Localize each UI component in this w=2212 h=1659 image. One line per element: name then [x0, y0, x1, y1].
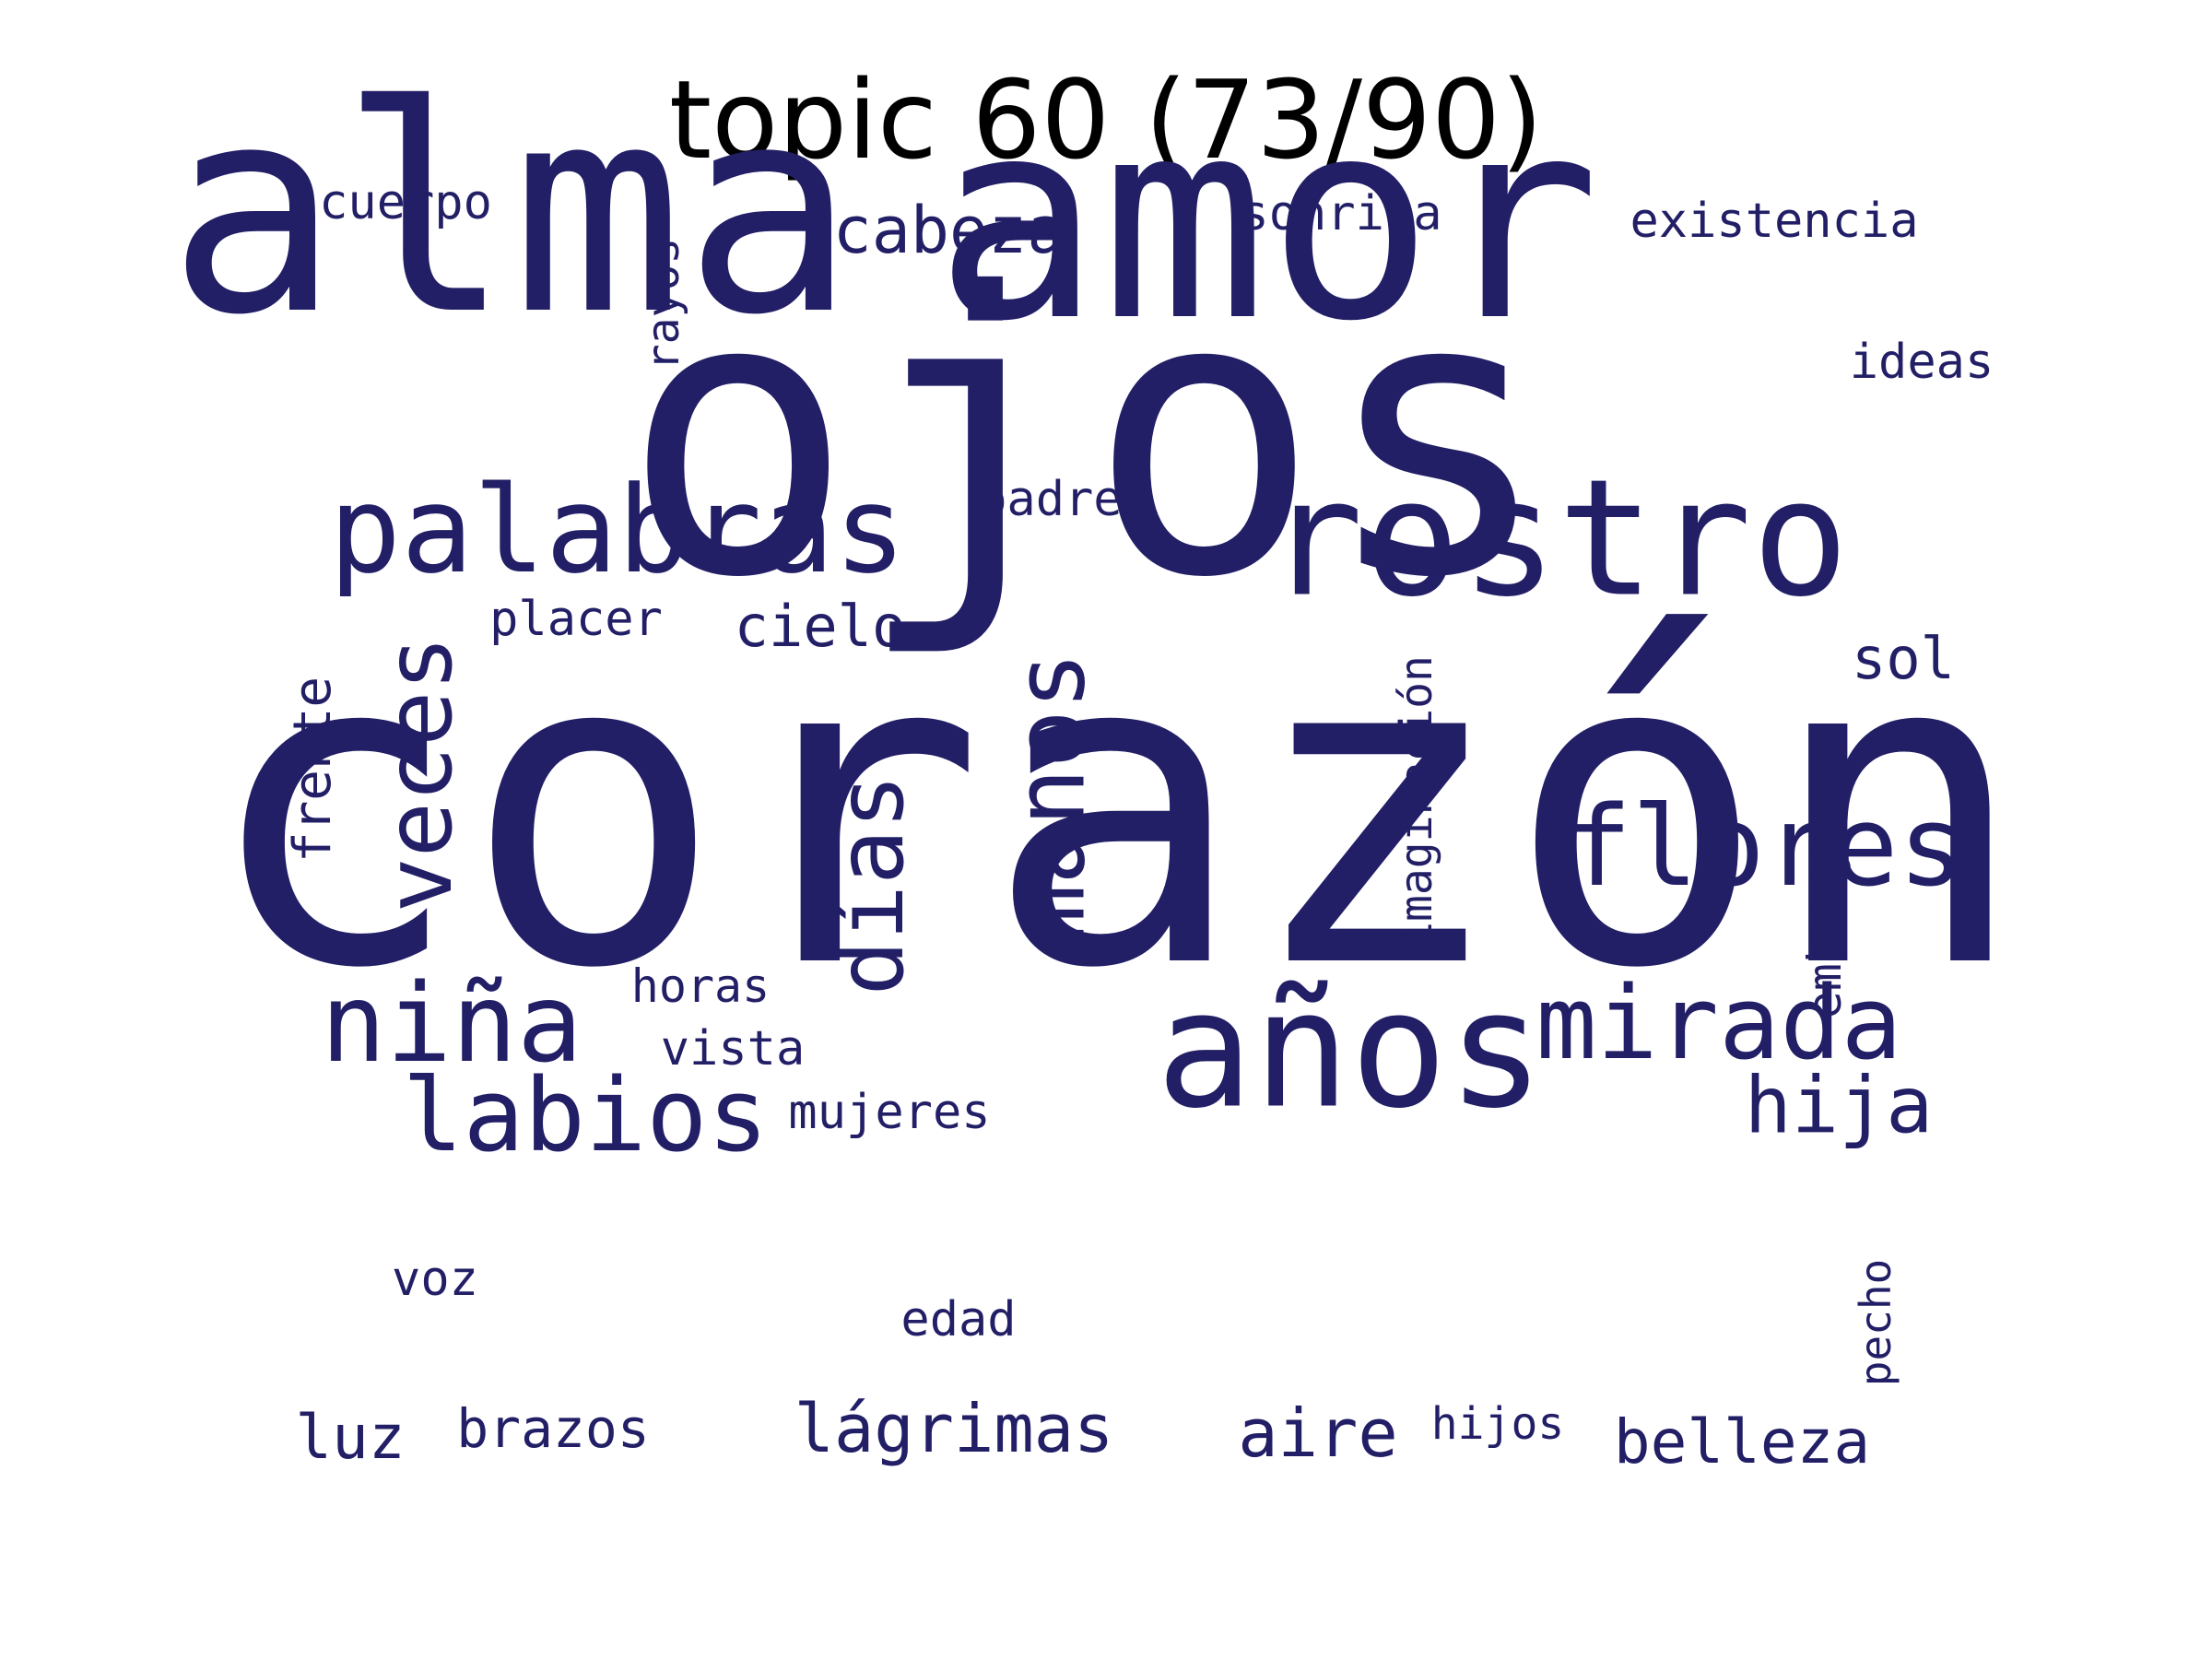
- word-sonrisa: sonrisa: [1240, 186, 1442, 241]
- word-cuerpo: cuerpo: [319, 175, 492, 230]
- word-belleza: belleza: [1613, 1406, 1871, 1477]
- word-anos: años: [1156, 957, 1545, 1145]
- word-sol: sol: [1852, 625, 1955, 692]
- word-labios: labios: [402, 1056, 769, 1174]
- word-brazos: brazos: [456, 1397, 650, 1460]
- word-pecho: pecho: [1851, 1258, 1900, 1387]
- word-frente: frente: [283, 676, 343, 864]
- word-padres: padres: [978, 472, 1151, 527]
- word-rayos: rayos: [638, 237, 689, 371]
- word-dias: días: [817, 773, 924, 996]
- word-palabras: palabras: [328, 460, 907, 600]
- word-imaginacion: imaginación: [1391, 655, 1442, 948]
- word-amor: amor: [934, 60, 1601, 382]
- word-ideas: ideas: [1849, 335, 1994, 390]
- cloud-title: topic 60 (73/90): [668, 56, 1544, 183]
- word-hija: hija: [1744, 1060, 1934, 1152]
- word-cielo: cielo: [734, 593, 907, 660]
- word-voz: voz: [392, 1252, 478, 1307]
- word-vista: vista: [660, 1021, 806, 1077]
- word-rostro: rostro: [1265, 445, 1850, 633]
- word-mujeres: mujeres: [788, 1085, 991, 1140]
- word-mirada: mirada: [1535, 964, 1902, 1082]
- word-manos: manos: [994, 651, 1107, 944]
- word-flores: flores: [1565, 783, 1965, 912]
- word-nina: niña: [320, 959, 583, 1087]
- word-corazon: corazón: [202, 559, 2029, 1063]
- word-cabeza: cabeza: [832, 193, 1066, 268]
- word-ojos: ojos: [621, 212, 1554, 663]
- word-lagrimas: lágrimas: [794, 1390, 1114, 1467]
- word-embargo: embargo: [1798, 824, 1852, 1019]
- word-edad: edad: [900, 1292, 1017, 1347]
- word-luz: luz: [295, 1402, 406, 1473]
- word-aire: aire: [1238, 1394, 1398, 1472]
- word-horas: horas: [630, 959, 771, 1013]
- word-existencia: existencia: [1630, 194, 1919, 249]
- word-hijos: hijos: [1430, 1398, 1565, 1450]
- word-placer: placer: [489, 592, 663, 647]
- word-alma: alma: [167, 45, 856, 378]
- word-veces: veces: [365, 635, 473, 913]
